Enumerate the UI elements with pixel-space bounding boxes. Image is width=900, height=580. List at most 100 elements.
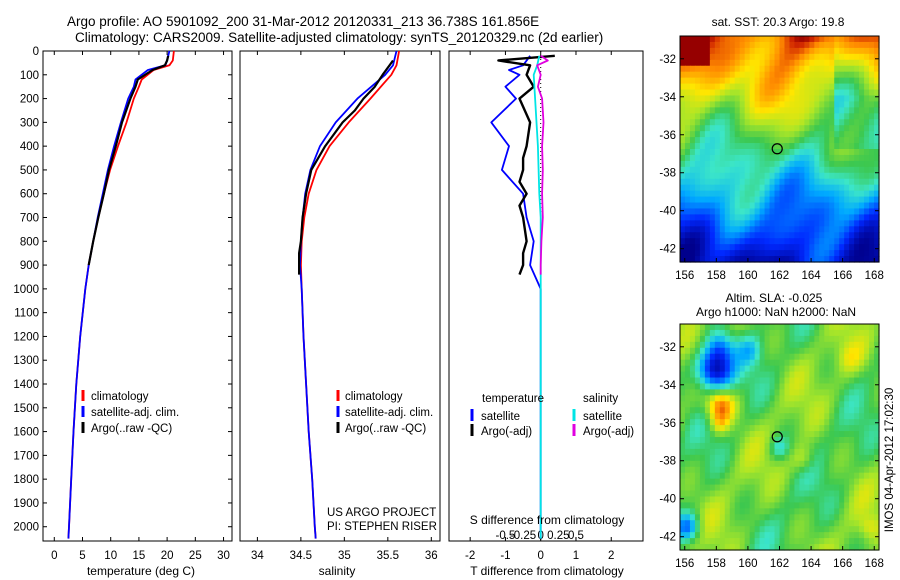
map-cell [724,508,731,515]
map-cell [680,425,686,432]
map-cell [844,425,850,432]
map-cell [799,359,805,367]
map-cell [749,442,756,450]
map-cell [769,484,776,492]
map-cell [834,208,840,216]
map-cell [759,425,766,432]
map-cell [709,256,716,263]
map-cell [719,101,726,108]
map-cell [849,119,855,126]
map-cell [764,347,771,355]
map-cell [854,53,860,61]
map-cell [759,47,766,55]
map-cell [784,437,791,444]
map-cell [694,131,701,138]
map-cell [874,431,880,438]
y-tick-label: 1500 [13,403,39,415]
map-cell [844,160,850,168]
map-cell [869,36,875,43]
map-cell [814,538,820,545]
legend-label: Argo(..raw -QC) [91,423,172,435]
map-cell [734,341,741,349]
legend-label: satellite [583,411,622,423]
map-cell [684,256,691,263]
map-cell [834,137,840,144]
map-cell [709,119,716,126]
map-cell [764,36,771,43]
map-cell [754,71,761,79]
map-cell [714,425,721,432]
map-cell [754,113,761,120]
map-cell [714,383,721,391]
map-cell [739,178,746,186]
map-cell [689,401,696,408]
map-cell [844,490,850,498]
map-cell [769,244,776,251]
map-cell [689,514,696,521]
map-cell [759,419,766,426]
map-cell [734,508,741,515]
map-cell [714,71,721,79]
map-cell [814,371,820,379]
map-cell [789,324,796,331]
map-cell [714,365,721,373]
map-cell [769,149,776,156]
map-cell [859,172,865,180]
map-cell [819,442,825,450]
map-cell [724,353,731,361]
map-cell [839,490,845,498]
map-cell [694,89,701,97]
map-cell [844,353,850,361]
map-cell [789,407,796,414]
map-cell [859,208,865,216]
map-cell [749,538,756,545]
map-cell [809,166,815,174]
map-cell [814,166,820,174]
x-tick-label: 158 [707,558,726,570]
map-cell [779,401,786,408]
map-cell [759,538,766,545]
map-cell [814,472,820,480]
map-cell [779,107,786,114]
map-cell [744,101,751,108]
map-cell [804,119,810,126]
map-cell [824,365,830,373]
map-cell [694,466,701,474]
map-cell [714,502,721,509]
map-cell [864,131,870,138]
map-cell [864,431,870,438]
map-cell [799,101,805,108]
map-cell [844,496,850,504]
map-cell [784,226,791,233]
map-cell [779,238,786,245]
map-cell [854,71,860,79]
map-cell [844,178,850,186]
map-cell [849,101,855,108]
map-cell [849,371,855,379]
map-cell [804,466,810,474]
map-cell [744,454,751,462]
map-cell [769,359,776,367]
map-cell [709,47,716,55]
map-cell [844,437,850,444]
map-cell [709,232,716,239]
map-cell [864,137,870,144]
map-cell [869,149,875,156]
map-cell [744,371,751,379]
map-cell [769,131,776,138]
map-cell [849,220,855,227]
map-cell [809,544,815,551]
map-cell [769,202,776,210]
map-cell [744,419,751,426]
map-cell [864,401,870,408]
map-cell [769,347,776,355]
map-cell [769,413,776,420]
map-cell [734,65,741,73]
map-cell [809,36,815,43]
map-cell [854,377,860,385]
map-cell [749,353,756,361]
map-cell [844,466,850,474]
map-cell [809,119,815,126]
map-cell [689,365,696,373]
map-cell [764,113,771,120]
